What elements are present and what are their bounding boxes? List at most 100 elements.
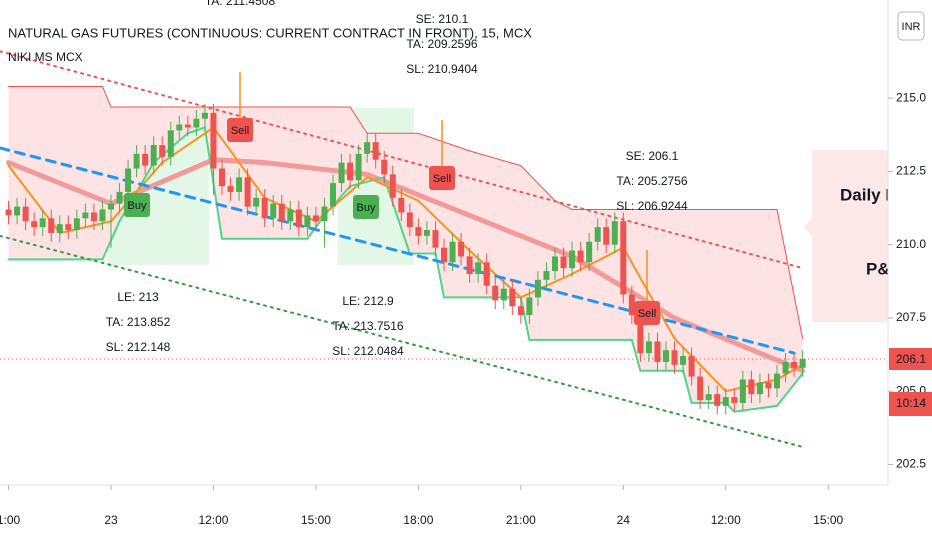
candle-body (22, 206, 29, 222)
candle-body (603, 227, 610, 245)
band-fill (8, 86, 803, 412)
candle-body (133, 153, 140, 169)
candle-body (304, 215, 311, 228)
candle-body (347, 162, 354, 181)
candle-body (671, 350, 678, 365)
candle-body (500, 288, 507, 301)
candle-body (398, 197, 405, 213)
countdown-tag (889, 391, 932, 416)
candle-body (389, 174, 396, 198)
signal-marker (124, 193, 150, 217)
candle-body (73, 218, 80, 231)
candle-body (663, 350, 669, 362)
candle-body (492, 285, 499, 301)
candle-body (637, 315, 644, 354)
candle-body (620, 221, 627, 295)
candle-body (31, 221, 38, 228)
annotation: TA: 209.2596 (406, 37, 477, 51)
candle-body (381, 159, 388, 175)
annotation: SL: 210.9404 (406, 62, 478, 76)
candle-body (99, 209, 106, 222)
signal-label: Sell (433, 173, 451, 185)
candle-body (458, 241, 465, 257)
candle-body (534, 279, 541, 298)
indicator-line (0, 146, 796, 355)
candle-body (560, 256, 567, 269)
candle-body (253, 197, 260, 207)
candle-body (278, 203, 285, 222)
signal-label: Sell (638, 308, 656, 320)
candle-body (791, 361, 798, 368)
indicator-line (0, 50, 804, 270)
candle-body (423, 230, 430, 236)
candle-body (167, 130, 174, 157)
candle-body (219, 168, 225, 187)
candle-body (543, 271, 550, 280)
countdown-label: 10:14 (896, 396, 926, 410)
pnl-text: Daily P (840, 185, 897, 204)
candle-body (159, 145, 166, 157)
candle-body (355, 153, 362, 181)
candle-body (569, 250, 576, 269)
candle-body (432, 230, 439, 248)
signal-marker (634, 301, 660, 325)
candle-body (116, 191, 123, 204)
last-price-tag (889, 347, 932, 370)
annotation: TA: 205.2756 (616, 174, 687, 188)
candle-body (372, 142, 379, 160)
signal-label: Buy (357, 202, 376, 214)
candle-body (415, 227, 422, 236)
pnl-text: P& (866, 259, 890, 278)
candle-body (645, 341, 652, 354)
signal-marker (353, 195, 379, 219)
candle-body (739, 379, 746, 403)
candle-body (594, 227, 601, 242)
last-price-label: 206.1 (896, 352, 926, 366)
annotation: SE: 210.1 (416, 12, 469, 26)
candle-body (201, 112, 208, 119)
currency-box[interactable] (897, 11, 925, 41)
candle-body (654, 341, 661, 362)
y-tick-label: 215.0 (896, 90, 926, 104)
candle-body (466, 256, 473, 275)
candle-body (799, 358, 806, 368)
x-tick-label: 12:00 (711, 513, 741, 527)
candle-body (227, 186, 234, 192)
candle-body (193, 118, 200, 128)
annotation: LE: 213 (117, 290, 159, 304)
candle-body (287, 209, 294, 222)
annotation: TA: 211.4508 (205, 0, 276, 8)
candle-body (688, 356, 695, 377)
candle-body (14, 206, 21, 216)
annotation: SL: 212.0484 (332, 344, 404, 358)
plot-area: Daily P P&Buy Buy Sell Sell Sell TA: 211.4508 S… (0, 0, 897, 448)
candle-body (552, 256, 558, 272)
pnl-panel-notch (804, 218, 812, 236)
annotation: TA: 213.852 (106, 315, 171, 329)
candle-body (748, 379, 755, 395)
annotation: SL: 212.148 (106, 340, 171, 354)
annotation: SL: 206.9244 (616, 199, 688, 213)
candle-body (82, 212, 89, 219)
candle-body (184, 124, 191, 128)
candle-body (39, 218, 46, 228)
indicator-line (0, 234, 804, 448)
candle-body (56, 224, 63, 233)
candle-body (714, 394, 721, 406)
y-tick-label: 212.5 (896, 164, 926, 178)
candle-body (722, 397, 729, 406)
candle-body (48, 218, 55, 233)
x-tick-label: 15:00 (813, 513, 843, 527)
candle-body (321, 206, 328, 222)
x-tick-label: 1:00 (0, 513, 21, 527)
candle-body (150, 145, 157, 166)
candle-body (731, 397, 738, 403)
candle-body (406, 212, 413, 228)
candle-body (176, 124, 183, 131)
annotation: SE: 206.1 (626, 149, 679, 163)
candle-body (90, 212, 97, 222)
signal-label: Sell (231, 125, 249, 137)
candle-body (628, 294, 635, 316)
